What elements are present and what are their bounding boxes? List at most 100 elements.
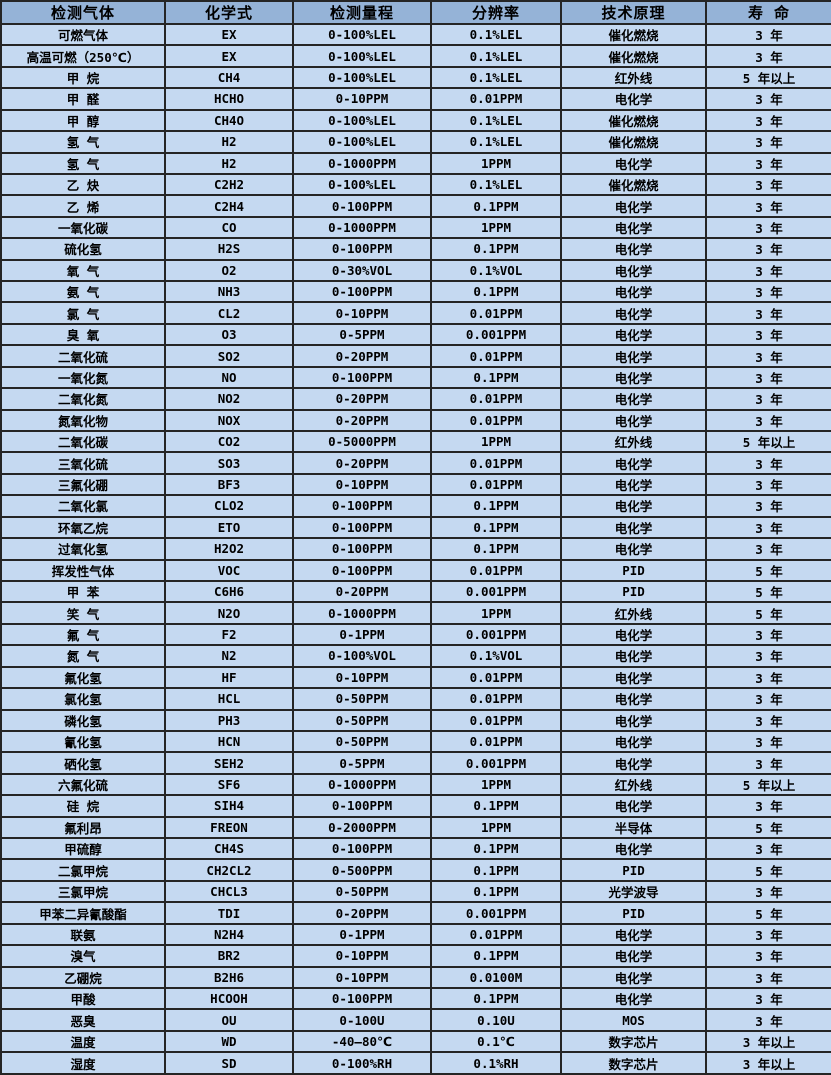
table-cell: CO — [164, 215, 294, 240]
table-cell: 3 年 — [705, 108, 831, 133]
table-cell: 0-20PPM — [292, 451, 432, 475]
table-row: 臭 氧 O3 0-5PPM 0.001PPM 电化学 3 年 — [0, 322, 831, 347]
table-cell: 氧 气 — [0, 258, 166, 283]
table-cell: 电化学 — [560, 451, 707, 475]
table-cell: 可燃气体 — [0, 22, 166, 47]
table-cell: N2H4 — [164, 922, 294, 947]
table-row: 氧 气 O2 0-30%VOL 0.1%VOL 电化学 3 年 — [0, 258, 831, 283]
table-cell: 3 年 — [705, 665, 831, 690]
table-cell: 3 年 — [705, 1008, 831, 1032]
table-row: 硫化氢 H2S 0-100PPM 0.1PPM 电化学 3 年 — [0, 237, 831, 261]
table-cell: 0-1000PPM — [292, 215, 432, 240]
table-cell: 0.1PPM — [430, 494, 562, 518]
table-row: 湿度 SD 0-100%RH 0.1%RH 数字芯片 3 年以上 — [0, 1051, 831, 1075]
table-cell: 3 年 — [705, 151, 831, 175]
table-cell: NH3 — [164, 280, 294, 304]
table-cell: 电化学 — [560, 665, 707, 690]
table-cell: 1PPM — [430, 772, 562, 797]
table-row: 六氟化硫 SF6 0-1000PPM 1PPM 红外线 5 年以上 — [0, 772, 831, 797]
table-cell: 5 年以上 — [705, 772, 831, 797]
table-cell: 甲 苯 — [0, 579, 166, 604]
table-cell: 0.1PPM — [430, 365, 562, 390]
table-cell: 电化学 — [560, 258, 707, 283]
table-row: 三氯甲烷 CHCL3 0-50PPM 0.1PPM 光学波导 3 年 — [0, 879, 831, 904]
table-cell: 5 年 — [705, 579, 831, 604]
table-cell: PH3 — [164, 708, 294, 732]
table-cell: 电化学 — [560, 280, 707, 304]
table-cell: 0-10PPM — [292, 87, 432, 111]
table-row: 过氧化氢 H2O2 0-100PPM 0.1PPM 电化学 3 年 — [0, 537, 831, 561]
table-cell: 电化学 — [560, 408, 707, 433]
table-cell: 0-100PPM — [292, 280, 432, 304]
table-row: 磷化氢 PH3 0-50PPM 0.01PPM 电化学 3 年 — [0, 708, 831, 732]
table-row: 甲 醇 CH4O 0-100%LEL 0.1%LEL 催化燃烧 3 年 — [0, 108, 831, 133]
table-cell: 1PPM — [430, 815, 562, 840]
table-row: 甲 苯 C6H6 0-20PPM 0.001PPM PID 5 年 — [0, 579, 831, 604]
table-cell: 0.1PPM — [430, 944, 562, 968]
table-cell: 3 年 — [705, 729, 831, 754]
column-header-principle: 技术原理 — [560, 0, 707, 25]
table-cell: 电化学 — [560, 387, 707, 411]
table-cell: 0.01PPM — [430, 387, 562, 411]
table-row: 氢 气 H2 0-1000PPM 1PPM 电化学 3 年 — [0, 151, 831, 175]
table-cell: SEH2 — [164, 751, 294, 775]
table-cell: SIH4 — [164, 794, 294, 818]
table-cell: 3 年 — [705, 301, 831, 325]
table-row: 氢 气 H2 0-100%LEL 0.1%LEL 催化燃烧 3 年 — [0, 130, 831, 154]
table-cell: 0-1PPM — [292, 922, 432, 947]
table-cell: 氮氧化物 — [0, 408, 166, 433]
table-row: 氮氧化物 NOX 0-20PPM 0.01PPM 电化学 3 年 — [0, 408, 831, 433]
table-cell: 硒化氢 — [0, 751, 166, 775]
table-row: 甲酸 HCOOH 0-100PPM 0.1PPM 电化学 3 年 — [0, 986, 831, 1011]
table-cell: 0-100PPM — [292, 537, 432, 561]
table-row: 高温可燃（250℃） EX 0-100%LEL 0.1%LEL 催化燃烧 3 年 — [0, 44, 831, 68]
table-row: 氟利昂 FREON 0-2000PPM 1PPM 半导体 5 年 — [0, 815, 831, 840]
table-cell: 乙硼烷 — [0, 965, 166, 990]
table-cell: 电化学 — [560, 986, 707, 1011]
table-cell: PID — [560, 858, 707, 882]
table-cell: 3 年 — [705, 172, 831, 197]
table-cell: ETO — [164, 515, 294, 540]
table-cell: 0-5PPM — [292, 322, 432, 347]
table-row: 二氧化氮 NO2 0-20PPM 0.01PPM 电化学 3 年 — [0, 387, 831, 411]
table-cell: 甲苯二异氰酸酯 — [0, 901, 166, 925]
table-cell: 0.1%LEL — [430, 22, 562, 47]
table-cell: 0.1PPM — [430, 194, 562, 218]
table-row: 二氧化碳 CO2 0-5000PPM 1PPM 红外线 5 年以上 — [0, 429, 831, 454]
table-cell: 二氧化氮 — [0, 387, 166, 411]
table-cell: 0-50PPM — [292, 687, 432, 711]
table-cell: 甲硫醇 — [0, 837, 166, 861]
table-body: 可燃气体 EX 0-100%LEL 0.1%LEL 催化燃烧 3 年高温可燃（250℃） E… — [0, 22, 831, 1075]
table-cell: O2 — [164, 258, 294, 283]
table-cell: 0-100PPM — [292, 365, 432, 390]
table-cell: 电化学 — [560, 944, 707, 968]
table-cell: 3 年 — [705, 130, 831, 154]
table-cell: 乙 炔 — [0, 172, 166, 197]
table-cell: HCHO — [164, 87, 294, 111]
table-cell: 0-1PPM — [292, 622, 432, 647]
table-cell: 5 年 — [705, 558, 831, 582]
table-cell: 氰化氢 — [0, 729, 166, 754]
table-cell: 0-1000PPM — [292, 151, 432, 175]
column-header-formula: 化学式 — [164, 0, 294, 25]
table-cell: SO2 — [164, 344, 294, 368]
table-cell: 高温可燃（250℃） — [0, 44, 166, 68]
table-cell: VOC — [164, 558, 294, 582]
table-cell: 氯 气 — [0, 301, 166, 325]
table-row: 硅 烷 SIH4 0-100PPM 0.1PPM 电化学 3 年 — [0, 794, 831, 818]
table-cell: PID — [560, 558, 707, 582]
table-cell: 0.001PPM — [430, 901, 562, 925]
table-cell: 电化学 — [560, 708, 707, 732]
table-cell: 3 年以上 — [705, 1051, 831, 1075]
table-cell: 三氯甲烷 — [0, 879, 166, 904]
table-cell: 3 年 — [705, 280, 831, 304]
table-cell: 电化学 — [560, 344, 707, 368]
column-header-range: 检测量程 — [292, 0, 432, 25]
table-cell: 0-100PPM — [292, 194, 432, 218]
table-cell: 0-100PPM — [292, 794, 432, 818]
table-cell: 0-100PPM — [292, 837, 432, 861]
table-cell: 5 年 — [705, 858, 831, 882]
table-cell: 甲酸 — [0, 986, 166, 1011]
table-cell: 笑 气 — [0, 601, 166, 625]
